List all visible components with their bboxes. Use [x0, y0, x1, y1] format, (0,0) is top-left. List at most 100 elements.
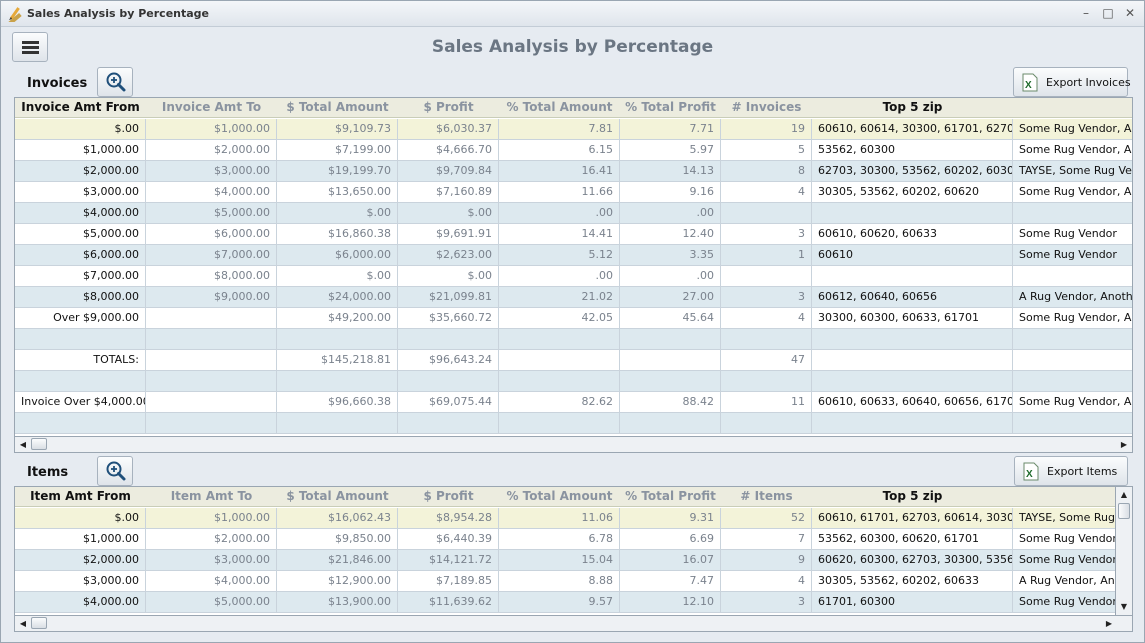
table-row[interactable]	[15, 329, 1132, 350]
column-header[interactable]: $ Profit	[423, 100, 474, 114]
column-header[interactable]: % Total Profit	[625, 100, 716, 114]
table-cell: $9,691.91	[398, 224, 499, 244]
window-title: Sales Analysis by Percentage	[27, 7, 210, 20]
table-row[interactable]	[15, 413, 1132, 434]
table-row[interactable]: TOTALS: $145,218.81 $96,643.24 47	[15, 350, 1132, 371]
column-header[interactable]: $ Total Amount	[286, 489, 389, 503]
table-cell	[499, 329, 620, 349]
table-row[interactable]: Over $9,000.00 $49,200.00 $35,660.72 42.05 4…	[15, 308, 1132, 329]
scroll-right-icon[interactable]: ▶	[1120, 440, 1128, 449]
table-cell	[398, 413, 499, 433]
table-cell	[812, 203, 1013, 223]
table-cell: 53562, 60300	[812, 140, 1013, 160]
table-cell: $8,000.00	[146, 266, 277, 286]
table-row[interactable]: $6,000.00 $7,000.00 $6,000.00 $2,623.00 5.12…	[15, 245, 1132, 266]
table-cell: Some Rug Vendor, Anot	[1013, 119, 1132, 139]
minimize-button[interactable]: –	[1083, 6, 1089, 20]
table-cell	[721, 371, 812, 391]
table-cell: 60610, 60620, 60633	[812, 224, 1013, 244]
scroll-left-icon[interactable]: ◀	[19, 440, 27, 449]
scroll-up-icon[interactable]: ▲	[1120, 490, 1128, 499]
menu-button[interactable]	[12, 32, 48, 62]
table-row[interactable]: $.00 $1,000.00 $9,109.73 $6,030.37 7.81 7.71 1…	[15, 119, 1132, 140]
scroll-left-icon[interactable]: ◀	[19, 619, 27, 628]
column-header[interactable]: $ Total Amount	[286, 100, 389, 114]
table-row[interactable]: $4,000.00 $5,000.00 $.00 $.00.00.00	[15, 203, 1132, 224]
table-cell: $.00	[277, 203, 398, 223]
table-cell: $16,860.38	[277, 224, 398, 244]
table-cell: $96,660.38	[277, 392, 398, 412]
items-zoom-button[interactable]	[97, 456, 133, 486]
table-cell: Invoice Over $4,000.00	[15, 392, 146, 412]
table-row[interactable]: $5,000.00 $6,000.00 $16,860.38 $9,691.91 14.…	[15, 224, 1132, 245]
table-cell: .00	[499, 203, 620, 223]
scroll-thumb[interactable]	[31, 617, 47, 629]
table-row[interactable]: $1,000.00 $2,000.00 $9,850.00 $6,440.39 6.78…	[15, 529, 1132, 550]
svg-text:X: X	[1026, 469, 1033, 480]
table-row[interactable]: $4,000.00 $5,000.00 $13,900.00 $11,639.62 9.…	[15, 592, 1132, 613]
scroll-down-icon[interactable]: ▼	[1120, 602, 1128, 611]
table-cell	[812, 350, 1013, 370]
table-cell: $2,623.00	[398, 245, 499, 265]
table-cell: $6,000.00	[277, 245, 398, 265]
column-header[interactable]: Invoice Amt To	[161, 100, 262, 114]
table-cell	[277, 413, 398, 433]
table-cell	[146, 371, 277, 391]
table-cell: 3	[721, 224, 812, 244]
column-header[interactable]: $ Profit	[423, 489, 474, 503]
table-cell: $7,160.89	[398, 182, 499, 202]
column-header[interactable]: Item Amt From	[30, 489, 131, 503]
table-cell: $2,000.00	[146, 529, 277, 549]
column-header[interactable]: Top 5 zip	[882, 100, 943, 114]
table-cell: 60620, 60300, 62703, 30300, 53562	[812, 550, 1013, 570]
invoices-zoom-button[interactable]	[97, 67, 133, 97]
table-row[interactable]	[15, 371, 1132, 392]
column-header[interactable]: Item Amt To	[170, 489, 253, 503]
column-header[interactable]: # Invoices	[731, 100, 802, 114]
excel-file-icon: X	[1022, 73, 1038, 92]
table-row[interactable]: $3,000.00 $4,000.00 $12,900.00 $7,189.85 8.8…	[15, 571, 1132, 592]
table-cell	[146, 308, 277, 328]
column-header[interactable]: Invoice Amt From	[21, 100, 140, 114]
table-cell	[812, 329, 1013, 349]
column-header[interactable]	[1013, 98, 1132, 118]
column-header[interactable]: % Total Amount	[506, 489, 613, 503]
maximize-button[interactable]: □	[1102, 6, 1114, 20]
table-row[interactable]: $7,000.00 $8,000.00 $.00 $.00.00.00	[15, 266, 1132, 287]
table-cell: 88.42	[620, 392, 721, 412]
items-table[interactable]: Item Amt From Item Amt To $ Total Amount $ …	[14, 486, 1133, 616]
scroll-thumb[interactable]	[1118, 503, 1130, 519]
table-row[interactable]: $.00 $1,000.00 $16,062.43 $8,954.28 11.06 9.3…	[15, 508, 1132, 529]
table-cell: 6.69	[620, 529, 721, 549]
table-cell: $145,218.81	[277, 350, 398, 370]
table-cell: 60612, 60640, 60656	[812, 287, 1013, 307]
table-cell	[146, 392, 277, 412]
table-row[interactable]: $2,000.00 $3,000.00 $21,846.00 $14,121.72 15…	[15, 550, 1132, 571]
column-header[interactable]: % Total Profit	[625, 489, 716, 503]
table-cell: 30300, 60300, 60633, 61701	[812, 308, 1013, 328]
scroll-right-icon[interactable]: ▶	[1105, 619, 1113, 628]
table-cell: 61701, 60300	[812, 592, 1013, 612]
export-invoices-button[interactable]: X Export Invoices	[1013, 67, 1131, 97]
table-row[interactable]: $8,000.00 $9,000.00 $24,000.00 $21,099.81 21…	[15, 287, 1132, 308]
table-cell: 9	[721, 550, 812, 570]
column-header[interactable]: % Total Amount	[506, 100, 613, 114]
items-vertical-scrollbar[interactable]: ▲ ▼	[1115, 487, 1132, 615]
table-cell: $5,000.00	[146, 203, 277, 223]
table-cell: Some Rug Vendor	[1013, 592, 1132, 612]
table-cell	[620, 350, 721, 370]
table-cell: 6.78	[499, 529, 620, 549]
table-row[interactable]: Invoice Over $4,000.00 $96,660.38 $69,075.…	[15, 392, 1132, 413]
column-header[interactable]: Top 5 zip	[882, 489, 943, 503]
invoices-table[interactable]: Invoice Amt From Invoice Amt To $ Total Am…	[14, 97, 1133, 437]
scroll-thumb[interactable]	[31, 438, 47, 450]
table-cell: 11.06	[499, 508, 620, 528]
table-row[interactable]: $2,000.00 $3,000.00 $19,199.70 $9,709.84 16.…	[15, 161, 1132, 182]
table-row[interactable]: $3,000.00 $4,000.00 $13,650.00 $7,160.89 11.…	[15, 182, 1132, 203]
table-row[interactable]: $1,000.00 $2,000.00 $7,199.00 $4,666.70 6.15…	[15, 140, 1132, 161]
column-header[interactable]: # Items	[740, 489, 793, 503]
export-items-button[interactable]: X Export Items	[1014, 456, 1128, 486]
items-horizontal-scrollbar[interactable]: ◀ ▶	[14, 615, 1133, 632]
invoices-horizontal-scrollbar[interactable]: ◀ ▶	[14, 436, 1133, 453]
close-button[interactable]: ✕	[1124, 6, 1136, 20]
